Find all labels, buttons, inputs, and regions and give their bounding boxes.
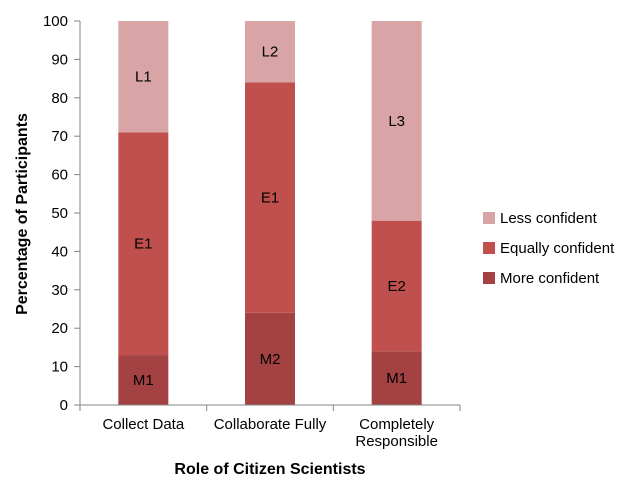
- bar-segment-label: E1: [134, 236, 152, 253]
- y-axis-ticks: 0 10 20 30 40 50 60 70 80 90 100: [43, 13, 80, 414]
- bar-segment-label: M1: [386, 370, 407, 387]
- bar-segment-label: M2: [260, 351, 281, 368]
- bar-segment-label: L1: [135, 69, 152, 86]
- bar-segment: [245, 312, 295, 405]
- y-tick-label: 100: [43, 13, 68, 30]
- y-tick-label: 60: [51, 167, 68, 184]
- y-tick-label: 70: [51, 128, 68, 145]
- y-axis-title: Percentage of Participants: [14, 113, 31, 315]
- legend-swatch: [483, 212, 495, 224]
- y-tick-label: 50: [51, 205, 68, 222]
- legend-label: Equally confident: [500, 240, 615, 257]
- bar-segment-label: L2: [262, 44, 279, 61]
- legend: Less confident Equally confident More conf…: [483, 210, 615, 287]
- y-tick-label: 10: [51, 359, 68, 376]
- legend-swatch: [483, 272, 495, 284]
- y-tick-label: 20: [51, 320, 68, 337]
- bar-segment-label: M1: [133, 372, 154, 389]
- axes: [79, 21, 460, 406]
- x-axis-title: Role of Citizen Scientists: [174, 461, 365, 478]
- legend-label: More confident: [500, 270, 600, 287]
- y-tick-label: 80: [51, 90, 68, 107]
- bar-segment-label: L3: [388, 113, 405, 130]
- legend-label: Less confident: [500, 210, 598, 227]
- y-tick-label: 30: [51, 282, 68, 299]
- legend-swatch: [483, 242, 495, 254]
- x-axis-ticks: Collect Data Collaborate Fully Completely R…: [79, 405, 461, 450]
- y-tick-label: 90: [51, 51, 68, 68]
- bar-segment: [371, 220, 422, 352]
- y-tick-label: 0: [60, 397, 68, 414]
- bar-segment: [371, 21, 422, 221]
- bar-segment: [118, 21, 169, 133]
- x-tick-label: Collect Data: [102, 416, 184, 433]
- bars: M1 E1 L1 M2 E1 L2 M1 E2 L3: [118, 21, 422, 405]
- bar-segment: [118, 132, 169, 356]
- bar-segment: [371, 351, 422, 405]
- x-tick-label: Collaborate Fully: [214, 416, 327, 433]
- x-tick-label: Completely Responsible: [355, 416, 438, 450]
- bar-segment-label: E2: [387, 278, 405, 295]
- bar-segment: [118, 355, 169, 405]
- bar-segment: [245, 21, 295, 83]
- y-tick-label: 40: [51, 243, 68, 260]
- bar-segment: [245, 82, 295, 313]
- bar-segment-label: E1: [261, 190, 279, 207]
